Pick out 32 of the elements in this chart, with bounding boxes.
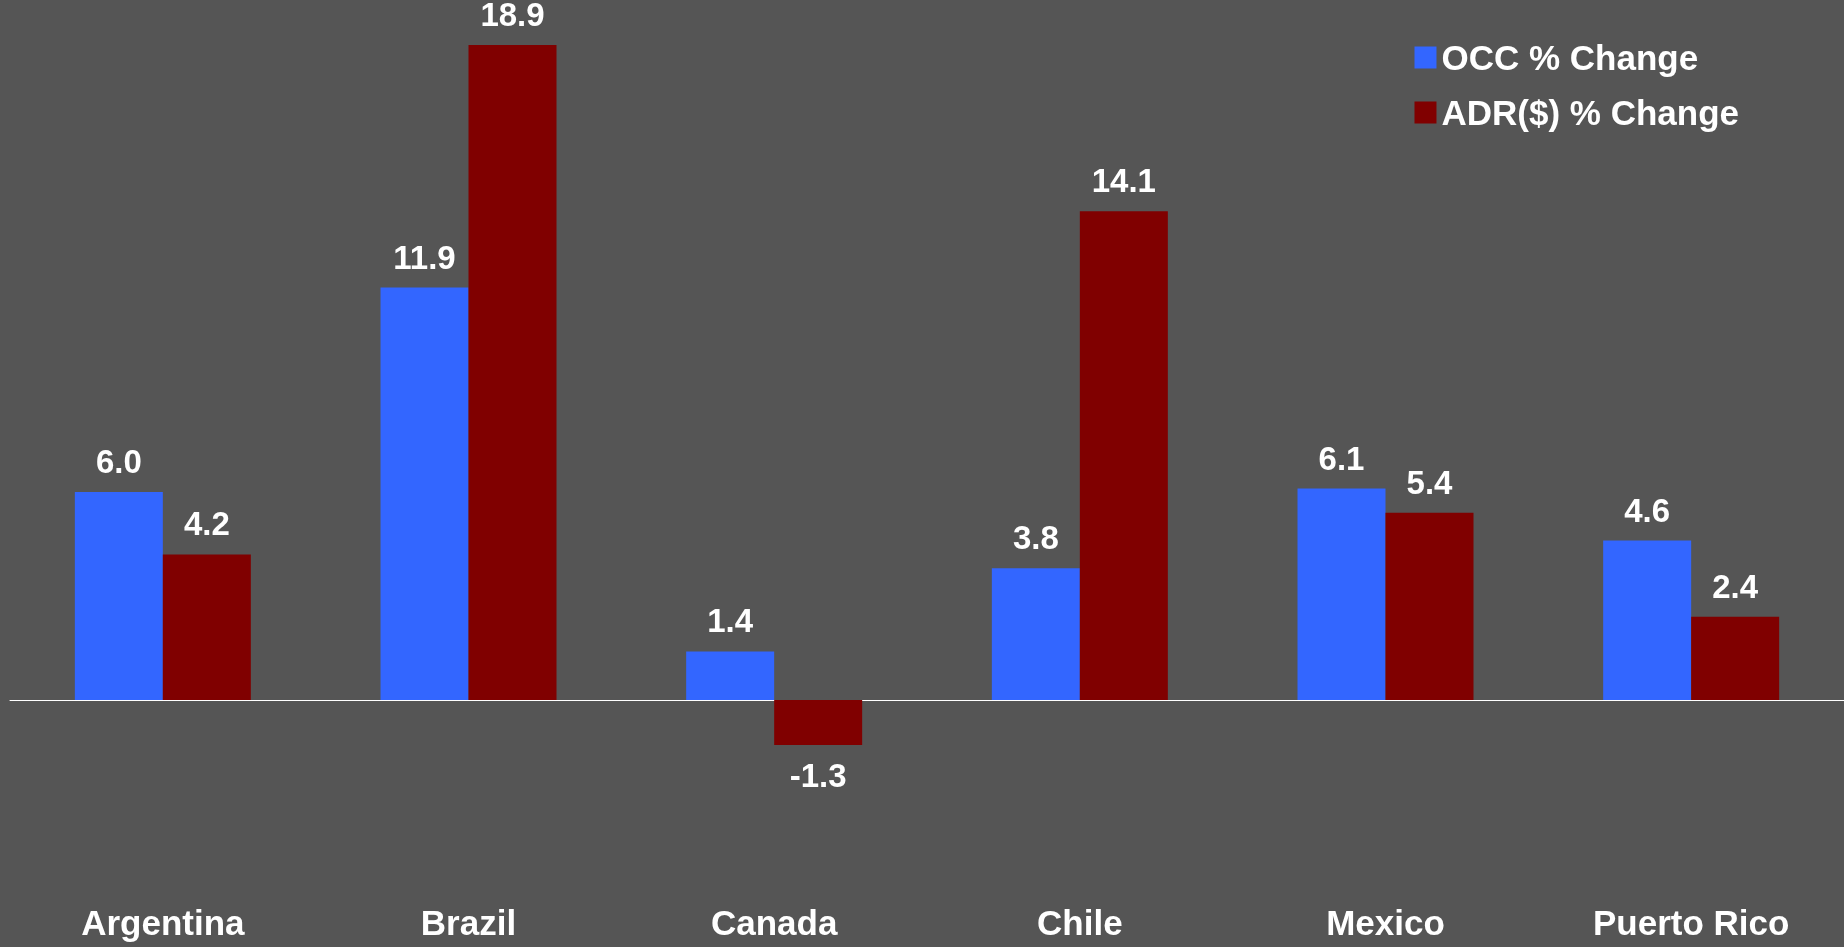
bar — [1385, 512, 1474, 700]
x-tick-label: Canada — [710, 903, 838, 942]
bar — [991, 568, 1080, 700]
data-label: 2.4 — [1712, 567, 1759, 605]
bar — [1297, 488, 1386, 700]
data-label: 11.9 — [393, 238, 456, 276]
bar — [162, 554, 251, 700]
bar — [1691, 616, 1780, 700]
data-label: 14.1 — [1091, 162, 1156, 200]
x-tick-label: Brazil — [420, 903, 517, 942]
bar — [74, 492, 163, 700]
x-tick-label: Argentina — [81, 903, 246, 942]
x-tick-label: Puerto Rico — [1592, 903, 1790, 942]
data-label: 4.6 — [1624, 491, 1671, 529]
legend-label: OCC % Change — [1441, 38, 1699, 77]
x-tick-label: Mexico — [1326, 903, 1445, 942]
bar — [380, 287, 469, 700]
data-label: 18.9 — [480, 0, 545, 33]
x-tick-label: Chile — [1037, 903, 1123, 942]
data-label: -1.3 — [789, 757, 847, 794]
data-label: 1.4 — [707, 602, 754, 640]
data-label: 6.0 — [95, 443, 142, 481]
bar — [1603, 540, 1692, 700]
data-label: 4.2 — [183, 505, 230, 543]
bar — [468, 45, 557, 700]
data-label: 6.1 — [1318, 439, 1365, 477]
bar — [1079, 211, 1168, 700]
legend-label: ADR($) % Change — [1441, 93, 1740, 132]
data-label: 3.8 — [1012, 519, 1059, 557]
bar — [686, 651, 775, 700]
bar — [774, 699, 863, 745]
data-label: 5.4 — [1406, 463, 1454, 501]
